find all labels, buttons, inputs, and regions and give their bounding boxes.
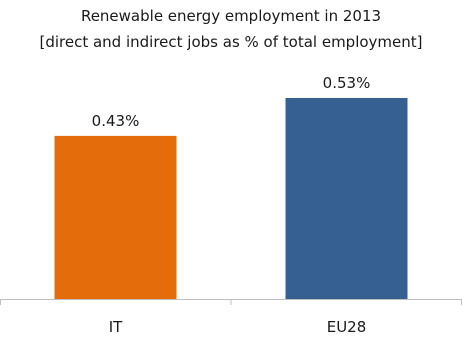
chart-title-line-1: Renewable energy employment in 2013 <box>81 7 381 25</box>
x-tick-label-eu28: EU28 <box>327 318 367 336</box>
plot-area: 0.43% IT 0.53% EU28 <box>0 74 462 336</box>
data-label-it: 0.43% <box>92 112 140 130</box>
bar-eu28 <box>285 98 408 299</box>
chart-title: Renewable energy employment in 2013 [dir… <box>39 7 422 51</box>
bar-it <box>54 135 177 299</box>
x-tick-label-it: IT <box>109 318 123 336</box>
data-label-eu28: 0.53% <box>323 74 371 92</box>
chart-title-line-2: [direct and indirect jobs as % of total … <box>39 33 422 51</box>
